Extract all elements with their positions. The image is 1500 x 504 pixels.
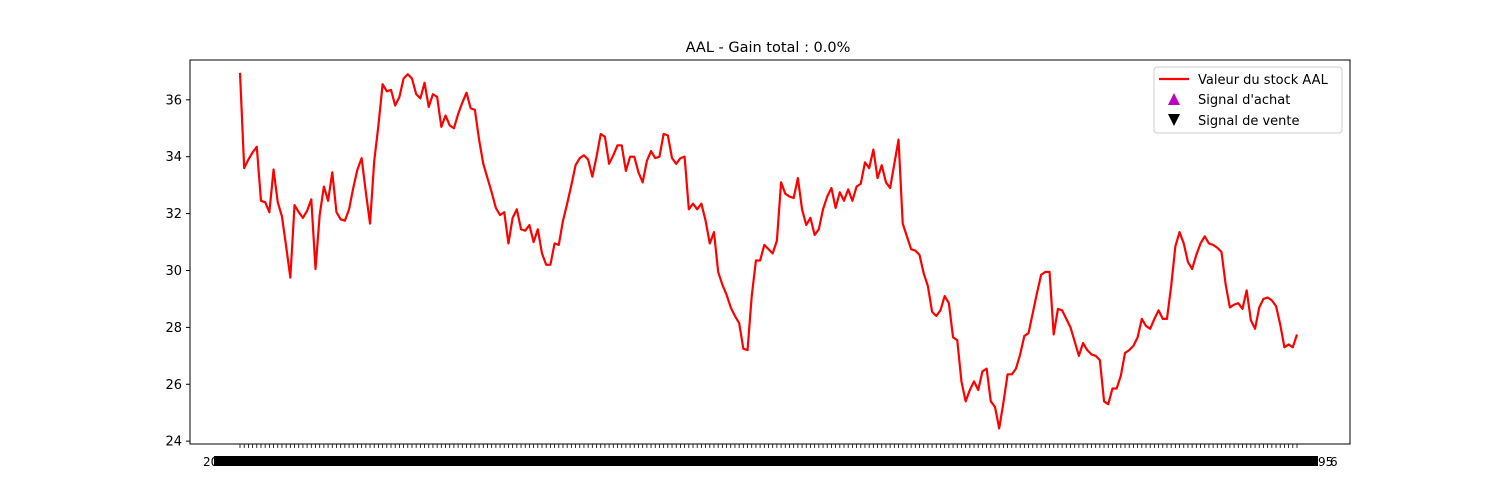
legend-label-buy: Signal d'achat [1198,93,1290,108]
y-tick-label: 28 [165,321,182,336]
x-tick-label: 6 [1330,455,1338,469]
plot-frame [189,59,1351,445]
legend-label-value: Valeur du stock AAL [1198,73,1329,88]
y-tick-label: 24 [165,435,182,450]
y-tick-label: 36 [165,93,182,108]
x-tick-label: 95 [1318,455,1333,469]
y-tick-label: 30 [165,264,182,279]
series-line-aal [238,72,1299,430]
legend-label-sell: Signal de vente [1198,114,1299,129]
y-tick-label: 26 [165,378,182,393]
y-tick-label: 32 [165,207,182,222]
y-tick-label: 34 [165,150,182,165]
legend-buy-triangle-icon [1168,93,1180,105]
legend-box [1153,66,1343,134]
legend-sell-triangle-icon [1168,114,1180,126]
legend: Valeur du stock AAL Signal d'achat Signa… [1153,66,1343,134]
x-tick-label: 20 [203,455,218,469]
chart-title: AAL - Gain total : 0.0% [686,40,851,56]
x-tick-labels-overlap [214,456,1318,466]
series-layer [238,72,1299,430]
ticks-layer: 24 26 28 30 32 34 36 20 956 [165,93,1337,469]
